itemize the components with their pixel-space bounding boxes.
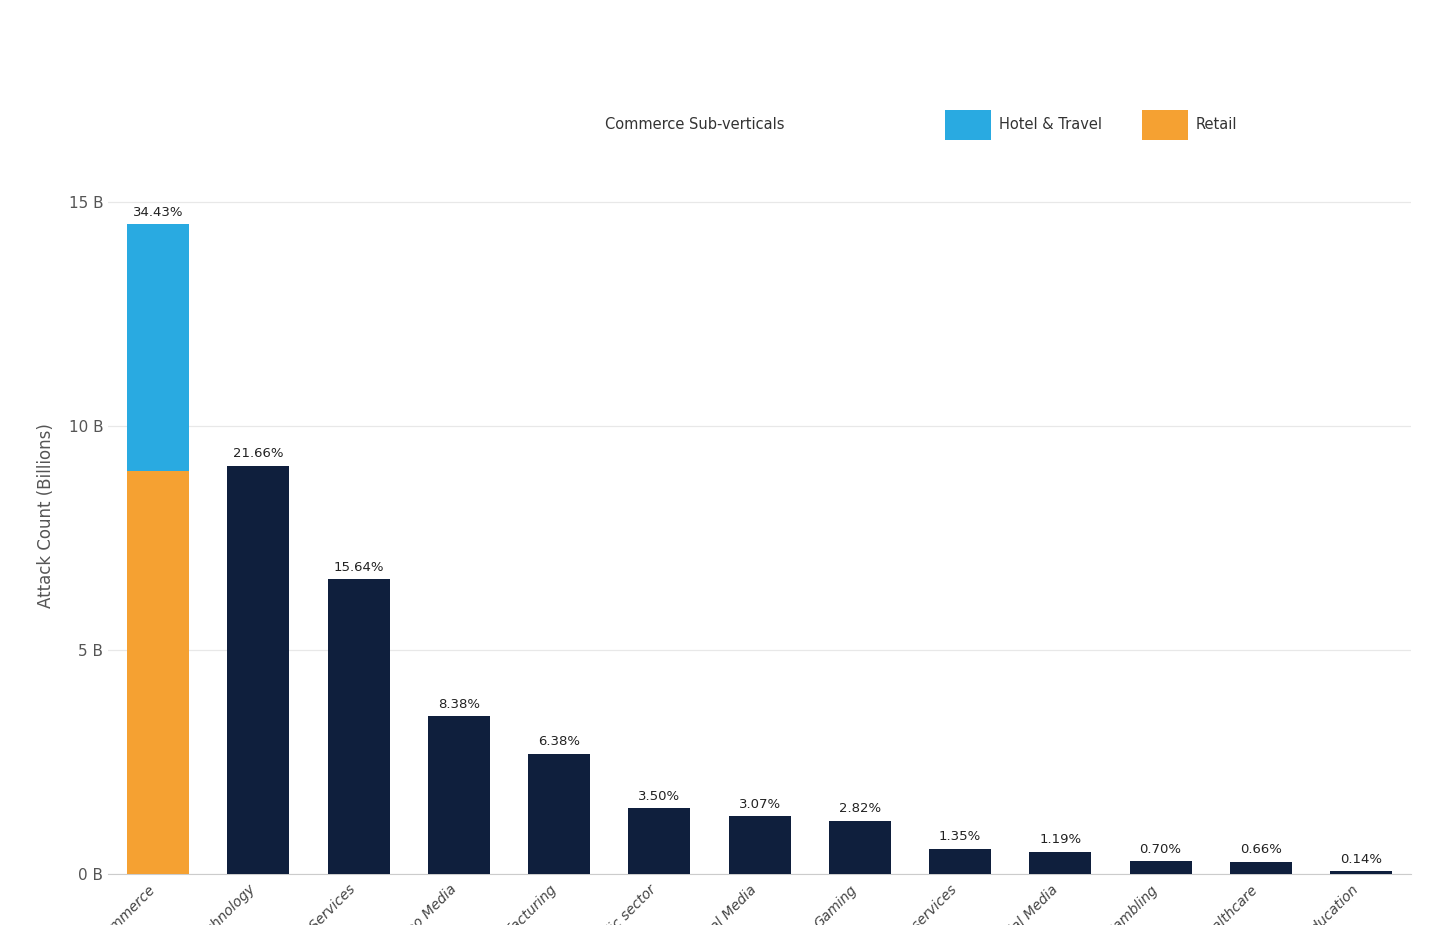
Bar	[929, 848, 991, 874]
Text: 0.70%: 0.70%	[1139, 843, 1182, 856]
Text: 3.50%: 3.50%	[638, 790, 681, 803]
Bar	[729, 817, 791, 874]
Text: 34.43%: 34.43%	[132, 206, 183, 219]
Text: 6.38%: 6.38%	[539, 735, 580, 748]
Bar	[628, 808, 690, 874]
Text: 8.38%: 8.38%	[438, 697, 480, 710]
Text: 2.82%: 2.82%	[838, 802, 881, 816]
Text: 21.66%: 21.66%	[233, 447, 284, 460]
Bar	[127, 471, 189, 874]
Bar	[829, 820, 891, 874]
Bar	[1030, 852, 1092, 874]
FancyBboxPatch shape	[1142, 110, 1188, 141]
Bar	[528, 754, 590, 874]
Text: Commerce Sub-verticals: Commerce Sub-verticals	[605, 117, 785, 132]
Bar	[1129, 861, 1192, 874]
Text: Top Web Attack Verticals: Top Web Attack Verticals	[40, 28, 490, 59]
Bar	[127, 225, 189, 471]
Text: Retail: Retail	[1195, 117, 1237, 132]
Text: 3.07%: 3.07%	[739, 798, 780, 811]
Text: 0.66%: 0.66%	[1240, 844, 1282, 857]
Bar	[1331, 871, 1392, 874]
Text: January 1, 2022 — March 31, 2023: January 1, 2022 — March 31, 2023	[40, 84, 366, 104]
Bar	[228, 465, 289, 874]
Bar	[428, 716, 490, 874]
Text: 1.35%: 1.35%	[939, 831, 981, 844]
Text: 15.64%: 15.64%	[334, 561, 384, 574]
Bar	[327, 579, 390, 874]
Bar	[1230, 862, 1292, 874]
Text: Akamai: Akamai	[1300, 51, 1421, 79]
Text: 0.14%: 0.14%	[1341, 853, 1382, 866]
Text: Hotel & Travel: Hotel & Travel	[999, 117, 1102, 132]
Text: 1.19%: 1.19%	[1040, 833, 1081, 846]
Y-axis label: Attack Count (Billions): Attack Count (Billions)	[36, 424, 55, 608]
FancyBboxPatch shape	[946, 110, 991, 141]
